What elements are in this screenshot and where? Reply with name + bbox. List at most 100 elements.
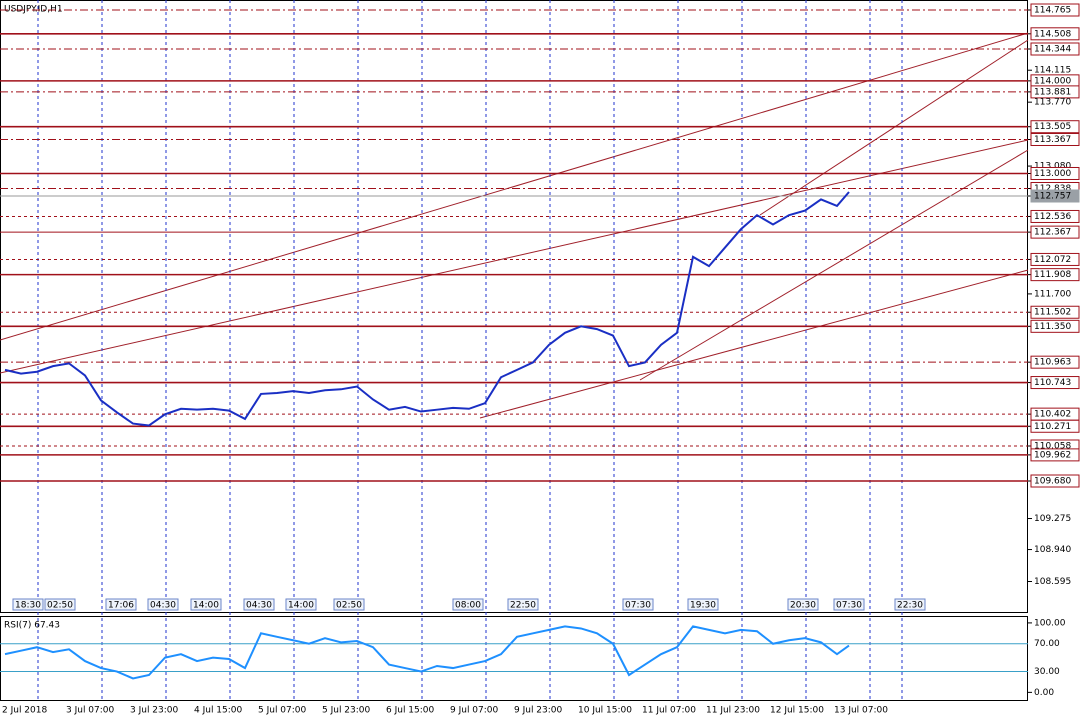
y-tick-label: 112.757 [1034,191,1071,201]
y-tick-label: 112.367 [1034,228,1071,238]
x-tick-label: 3 Jul 23:00 [130,706,179,716]
x-tick-label: 12 Jul 15:00 [770,706,824,716]
price-box [1030,225,1080,239]
time-tag: 18:30 [15,601,41,611]
x-tick-label: 10 Jul 15:00 [578,706,632,716]
price-box [1030,305,1080,319]
time-tag: 04:30 [246,601,272,611]
price-box [1030,448,1080,462]
price-box [1030,319,1080,333]
trend-lines [0,32,1029,419]
x-tick-label: 9 Jul 07:00 [450,706,499,716]
time-tag: 22:50 [510,601,536,611]
price-box [1030,189,1080,203]
time-tag: 19:30 [690,601,716,611]
price-box [1030,27,1080,41]
price-box [1030,85,1080,99]
x-tick-label: 9 Jul 23:00 [514,706,563,716]
time-tag: 07:30 [625,601,651,611]
y-tick-label: 113.367 [1034,135,1071,145]
x-tick-label: 6 Jul 15:00 [386,706,435,716]
y-tick-label: 112.536 [1034,212,1071,222]
price-box [1030,419,1080,433]
time-tag-box [190,598,222,611]
y-tick-label: 113.080 [1034,162,1071,172]
y-tick-label: 108.595 [1034,577,1071,587]
x-tick-label: 2 Jul 2018 [2,706,47,716]
trend-line [0,139,1029,374]
time-tag-box [507,598,539,611]
y-tick-label: 110.743 [1034,378,1071,388]
time-tag: 04:30 [150,601,176,611]
y-tick-label: 110.058 [1034,441,1071,451]
time-tag-box [787,598,819,611]
rsi-label: RSI(7) 67.43 [4,621,60,631]
y-tick-label: 112.072 [1034,255,1071,265]
y-tick-label: 114.000 [1034,76,1071,86]
x-tick-label: 11 Jul 23:00 [706,706,760,716]
y-tick-label: 112.838 [1034,184,1071,194]
time-tag: 17:06 [108,601,134,611]
rsi-frame [0,616,1028,701]
time-tag-box [452,598,484,611]
price-line [4,191,850,427]
time-tag-box [44,598,76,611]
rsi-line [4,625,850,680]
x-tick-label: 13 Jul 07:00 [834,706,888,716]
time-tag: 02:50 [47,601,73,611]
time-tag-box [285,598,317,611]
time-tag: 08:00 [455,601,481,611]
y-tick-label: 113.770 [1034,98,1071,108]
time-tag: 02:50 [336,601,362,611]
price-box [1030,474,1080,488]
chart-title: USDJPY.ID,H1 [4,5,63,15]
y-tick-label: 113.000 [1034,169,1071,179]
y-tick-label: 111.700 [1034,289,1071,299]
time-tag-box [243,598,275,611]
time-tag: 14:00 [193,601,219,611]
price-box [1030,166,1080,180]
y-tick-label: 109.680 [1034,477,1071,487]
x-tick-label: 5 Jul 23:00 [322,706,371,716]
price-box [1030,252,1080,266]
trend-line [0,32,1029,341]
y-tick-label: 113.881 [1034,87,1071,97]
time-tag-box [147,598,179,611]
y-tick-label: 113.505 [1034,122,1071,132]
price-box [1030,3,1080,17]
time-tag-box [622,598,654,611]
price-box [1030,209,1080,223]
y-tick-label: 111.350 [1034,322,1071,332]
x-tick-label: 3 Jul 07:00 [66,706,115,716]
time-tag-box [833,598,865,611]
x-tick-label: 5 Jul 07:00 [258,706,307,716]
y-tick-label: 109.962 [1034,450,1071,460]
price-box [1030,120,1080,134]
x-tick-label: 11 Jul 07:00 [642,706,696,716]
rsi-tick-label: 100.00 [1034,618,1066,628]
price-box [1030,42,1080,56]
y-tick-label: 114.115 [1034,66,1071,76]
main-frame [0,0,1028,613]
price-box [1030,268,1080,282]
rsi-tick-label: 0.00 [1034,688,1054,698]
time-tag-box [105,598,137,611]
y-tick-label: 109.275 [1034,514,1071,524]
rsi-tick-label: 70.00 [1034,639,1060,649]
y-tick-label: 114.765 [1034,6,1071,16]
y-tick-label: 111.908 [1034,270,1071,280]
time-tag-box [333,598,365,611]
time-tag: 14:00 [288,601,314,611]
time-tag-box [12,598,44,611]
trend-line [479,269,1029,419]
time-tag: 22:30 [897,601,923,611]
price-box [1030,132,1080,146]
y-tick-label: 114.344 [1034,44,1071,54]
trend-line [639,149,1029,381]
price-box [1030,355,1080,369]
price-box [1030,376,1080,390]
rsi-tick-label: 30.00 [1034,667,1060,677]
y-tick-label: 114.508 [1034,29,1071,39]
y-tick-label: 110.271 [1034,422,1071,432]
